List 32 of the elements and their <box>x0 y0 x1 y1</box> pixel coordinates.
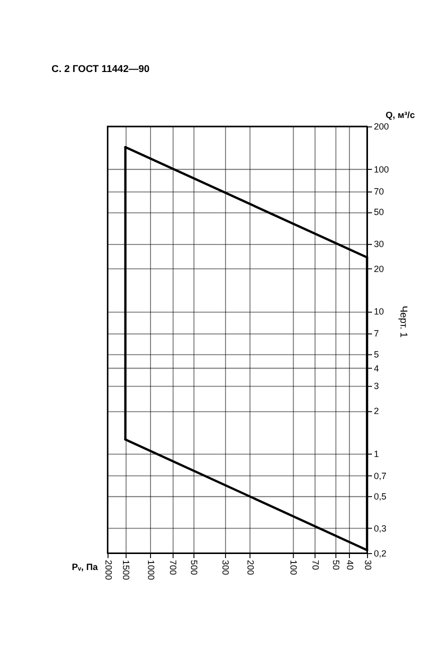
y-tick-label: 20 <box>374 264 384 274</box>
x-tick-label: 200 <box>246 560 256 575</box>
x-tick-label: 500 <box>188 560 199 575</box>
x-tick-label: 1000 <box>146 560 156 580</box>
text: Черт. 1 <box>397 306 408 338</box>
y-tick-label: 5 <box>374 349 379 360</box>
y-tick-label: 30 <box>374 238 384 249</box>
x-tick-label: 1500 <box>121 560 132 580</box>
x-tick-label: 70 <box>310 560 320 570</box>
y-tick-label: 100 <box>374 164 389 174</box>
y-tick-label: 10 <box>374 306 384 317</box>
x-tick-label: 50 <box>331 560 342 570</box>
x-axis-title: Pᵥ, Па <box>72 562 99 572</box>
x-tick-label: 700 <box>168 560 178 575</box>
y-tick-label: 0,7 <box>374 470 386 481</box>
y-tick-label: 3 <box>374 381 379 392</box>
y-tick-label: 4 <box>374 363 379 374</box>
x-tick-label: 100 <box>288 560 298 575</box>
y-tick-label: 0,5 <box>374 492 386 502</box>
y-tick-label: 7 <box>374 328 379 339</box>
chart-title: С. 2 ГОСТ 11442—90 <box>52 64 150 76</box>
x-tick-label: 2000 <box>103 560 114 580</box>
x-tick-label: 300 <box>220 560 231 575</box>
y-tick-label: 200 <box>374 122 389 132</box>
y-tick-label: 70 <box>374 186 384 196</box>
y-tick-label: 0,2 <box>374 548 386 558</box>
y-tick-label: 2 <box>374 406 379 416</box>
y-tick-label: 0,3 <box>374 523 386 534</box>
y-tick-label: 1 <box>374 448 379 459</box>
y-tick-label: 50 <box>374 207 384 218</box>
x-tick-label: 40 <box>345 560 356 570</box>
y-axis-title: Q, м³/с <box>386 110 415 120</box>
